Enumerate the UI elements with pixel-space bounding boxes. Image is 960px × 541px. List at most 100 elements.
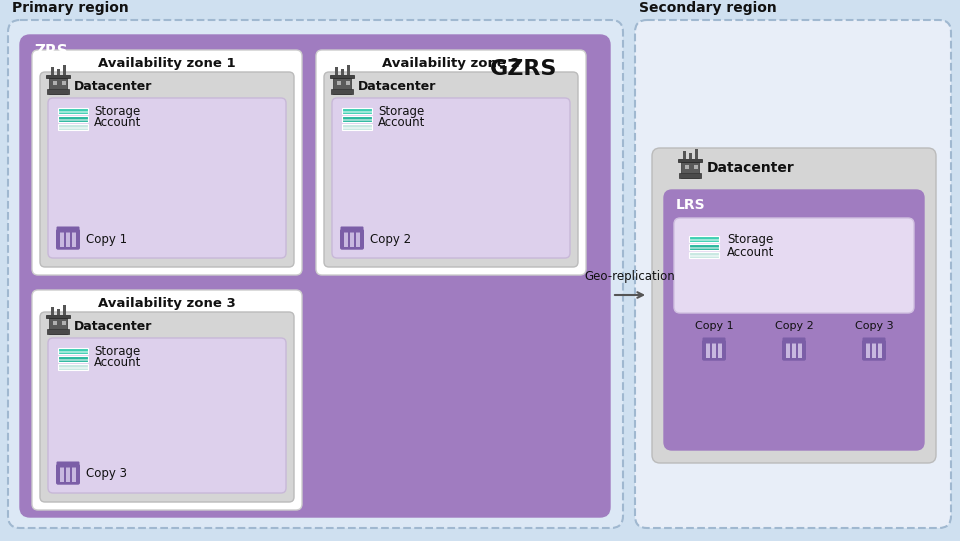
Bar: [689, 239, 719, 241]
Bar: [58, 108, 88, 114]
Bar: [349, 232, 354, 247]
Text: Account: Account: [378, 116, 425, 129]
Bar: [58, 351, 88, 353]
Bar: [792, 343, 797, 358]
Text: Account: Account: [727, 246, 775, 259]
FancyBboxPatch shape: [782, 338, 805, 344]
Text: LRS: LRS: [676, 198, 706, 212]
Bar: [58, 111, 88, 114]
FancyBboxPatch shape: [674, 218, 914, 313]
Text: Account: Account: [94, 357, 141, 370]
FancyBboxPatch shape: [40, 312, 294, 502]
Text: GZRS: GZRS: [490, 59, 558, 79]
Bar: [689, 255, 719, 258]
Bar: [51, 67, 54, 75]
FancyBboxPatch shape: [862, 340, 886, 361]
FancyBboxPatch shape: [332, 98, 570, 258]
FancyBboxPatch shape: [652, 148, 936, 463]
FancyBboxPatch shape: [57, 227, 80, 233]
Bar: [58, 348, 88, 354]
Bar: [62, 321, 66, 325]
Bar: [72, 232, 77, 247]
Bar: [58, 364, 88, 370]
Bar: [711, 343, 716, 358]
Bar: [872, 343, 876, 358]
Bar: [58, 356, 88, 362]
Text: Datacenter: Datacenter: [707, 161, 795, 175]
Text: Storage: Storage: [727, 234, 773, 247]
Bar: [688, 153, 691, 159]
FancyBboxPatch shape: [32, 50, 302, 275]
Bar: [49, 318, 67, 334]
Bar: [342, 116, 372, 122]
Bar: [689, 236, 719, 242]
Bar: [681, 162, 699, 178]
Bar: [685, 165, 689, 169]
Bar: [46, 75, 70, 78]
FancyBboxPatch shape: [56, 464, 80, 485]
Bar: [51, 307, 54, 315]
Text: Copy 1: Copy 1: [695, 321, 733, 331]
Bar: [694, 149, 698, 159]
Text: Datacenter: Datacenter: [74, 80, 153, 93]
Bar: [346, 81, 350, 85]
Text: Copy 3: Copy 3: [86, 467, 127, 480]
FancyBboxPatch shape: [48, 98, 286, 258]
Bar: [62, 305, 65, 315]
Bar: [342, 108, 372, 114]
Bar: [866, 343, 871, 358]
Bar: [58, 367, 88, 370]
Bar: [355, 232, 360, 247]
Text: Primary region: Primary region: [12, 1, 129, 15]
Bar: [47, 329, 69, 334]
Bar: [678, 159, 702, 162]
Text: Storage: Storage: [94, 346, 140, 359]
Bar: [342, 111, 372, 114]
Text: Datacenter: Datacenter: [74, 320, 153, 333]
Text: Availability zone 2: Availability zone 2: [382, 57, 519, 70]
FancyBboxPatch shape: [782, 340, 806, 361]
Text: Secondary region: Secondary region: [639, 1, 777, 15]
Text: Storage: Storage: [94, 105, 140, 118]
Bar: [58, 124, 88, 130]
Bar: [57, 69, 60, 75]
Bar: [342, 120, 372, 121]
FancyBboxPatch shape: [340, 229, 364, 250]
FancyBboxPatch shape: [57, 461, 80, 467]
Bar: [342, 127, 372, 129]
Bar: [785, 343, 790, 358]
Bar: [689, 252, 719, 258]
Bar: [679, 173, 701, 178]
Bar: [331, 89, 353, 94]
Bar: [53, 321, 57, 325]
Bar: [49, 78, 67, 94]
Bar: [706, 343, 710, 358]
FancyBboxPatch shape: [32, 290, 302, 510]
Bar: [60, 232, 64, 247]
Bar: [798, 343, 803, 358]
Bar: [877, 343, 882, 358]
Bar: [65, 232, 70, 247]
FancyBboxPatch shape: [702, 340, 726, 361]
Text: Copy 2: Copy 2: [775, 321, 813, 331]
FancyBboxPatch shape: [341, 227, 364, 233]
Bar: [341, 69, 344, 75]
Bar: [65, 467, 70, 481]
Bar: [330, 75, 354, 78]
Text: Datacenter: Datacenter: [358, 80, 437, 93]
Bar: [46, 315, 70, 318]
Text: Copy 2: Copy 2: [370, 233, 411, 246]
Bar: [58, 116, 88, 122]
Bar: [58, 127, 88, 129]
Bar: [683, 151, 685, 159]
Bar: [334, 67, 338, 75]
Text: Storage: Storage: [378, 105, 424, 118]
FancyBboxPatch shape: [40, 72, 294, 267]
Bar: [344, 232, 348, 247]
Text: Geo-replication: Geo-replication: [585, 270, 676, 283]
Text: ZRS: ZRS: [34, 43, 68, 58]
Text: Availability zone 1: Availability zone 1: [98, 57, 236, 70]
FancyBboxPatch shape: [703, 338, 726, 344]
Bar: [62, 65, 65, 75]
Bar: [333, 78, 351, 94]
